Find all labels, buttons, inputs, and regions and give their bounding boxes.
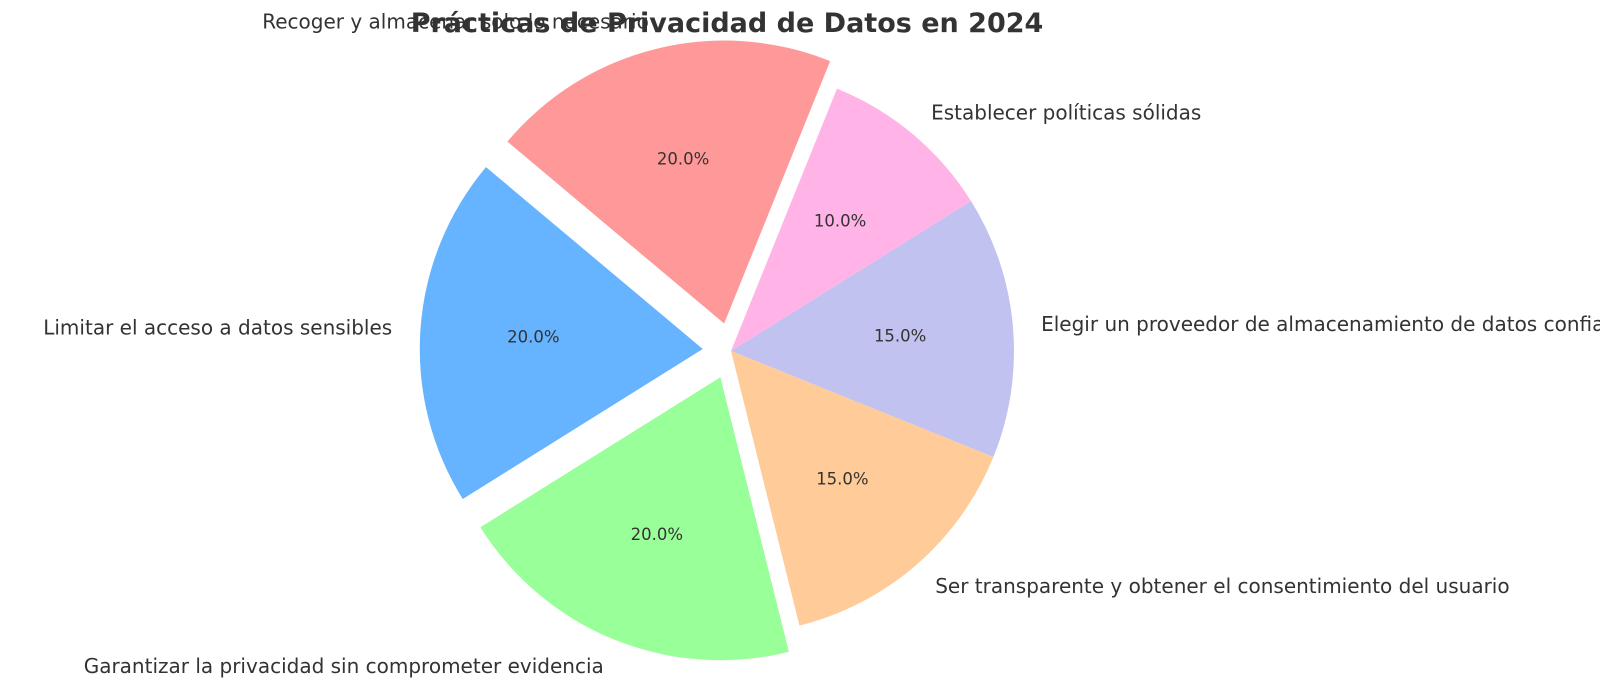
slice-ser-transparente-y-obtener-el-consentimiento-del-usuario [731,351,994,626]
label-ser-transparente-y-obtener-el-consentimiento-del-usuario: Ser transparente y obtener el consentimi… [935,574,1509,598]
label-recoger-y-almacenar-solo-lo-necesario: Recoger y almacenar solo lo necesario [262,9,649,33]
slice-establecer-politicas-solidas [731,88,971,352]
slice-elegir-un-proveedor-de-almacenamiento-de-datos-confiable [731,201,1015,458]
label-limitar-el-acceso-a-datos-sensibles: Limitar el acceso a datos sensibles [43,315,392,339]
pct-label-establecer-politicas-solidas: 10.0% [814,211,866,230]
label-garantizar-la-privacidad-sin-comprometer-evidencia: Garantizar la privacidad sin comprometer… [84,654,604,678]
label-establecer-politicas-solidas: Establecer políticas sólidas [931,101,1201,125]
slice-recoger-y-almacenar-solo-lo-necesario [507,40,831,324]
percentage-labels: 20.0% 10.0% 15.0% 15.0% 20.0% 20.0% [507,149,926,544]
label-elegir-un-proveedor-de-almacenamiento-de-datos-confiable: Elegir un proveedor de almacenamiento de… [1041,312,1600,336]
slice-labels: Recoger y almacenar solo lo necesario Est… [43,9,1600,677]
pie-slices [419,40,1015,661]
pct-label-elegir-un-proveedor-de-almacenamiento-de-datos-confiable: 15.0% [874,327,926,346]
pct-label-recoger-y-almacenar-solo-lo-necesario: 20.0% [657,149,709,168]
slice-limitar-el-acceso-a-datos-sensibles [419,167,703,499]
pct-label-limitar-el-acceso-a-datos-sensibles: 20.0% [507,328,559,347]
slice-garantizar-la-privacidad-sin-comprometer-evidencia [480,377,789,661]
pct-label-ser-transparente-y-obtener-el-consentimiento-del-usuario: 15.0% [816,470,868,489]
pct-label-garantizar-la-privacidad-sin-comprometer-evidencia: 20.0% [631,525,683,544]
chart-title: Prácticas de Privacidad de Datos en 2024 [411,8,1044,39]
